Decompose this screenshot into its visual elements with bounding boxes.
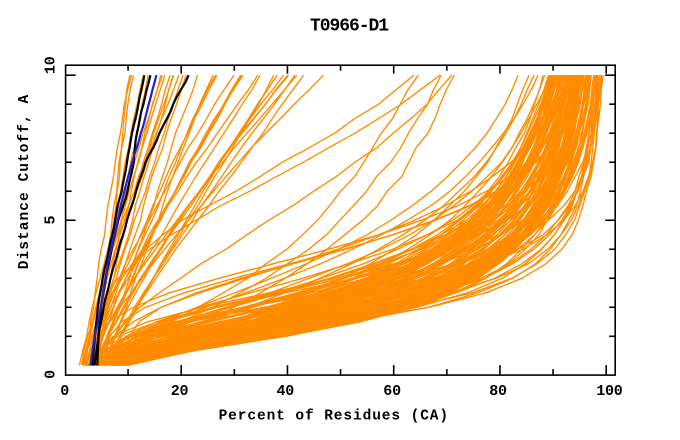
svg-text:10: 10: [43, 56, 60, 74]
svg-text:100: 100: [596, 383, 623, 400]
svg-text:40: 40: [276, 383, 294, 400]
svg-text:T0966-D1: T0966-D1: [310, 17, 389, 37]
svg-text:Distance Cutoff, A: Distance Cutoff, A: [17, 94, 33, 270]
svg-text:5: 5: [43, 216, 60, 225]
svg-text:60: 60: [383, 383, 401, 400]
svg-text:Percent of Residues (CA): Percent of Residues (CA): [219, 409, 449, 425]
svg-text:0: 0: [60, 383, 69, 400]
svg-text:0: 0: [43, 370, 60, 379]
svg-text:20: 20: [171, 383, 189, 400]
svg-text:80: 80: [489, 383, 507, 400]
